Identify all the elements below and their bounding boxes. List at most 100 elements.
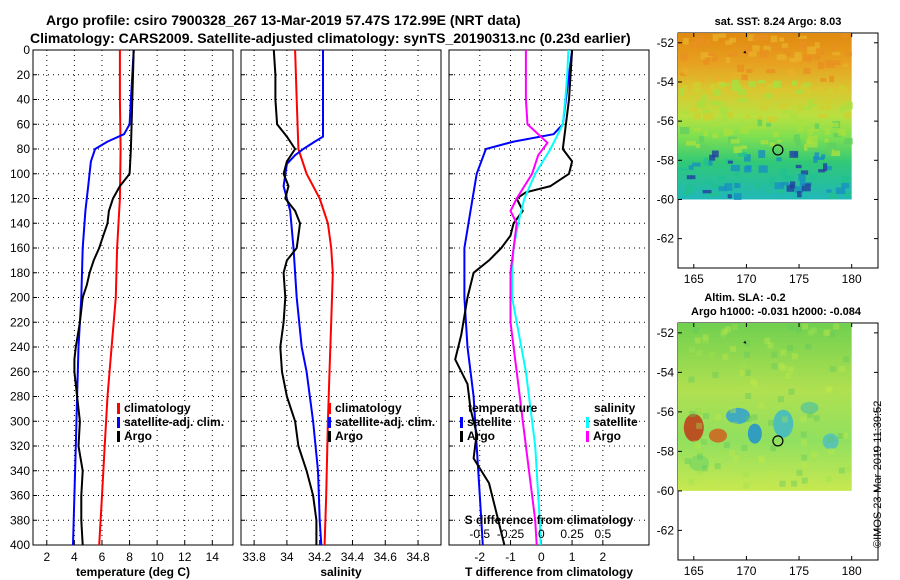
x-tick-label: 2 — [600, 550, 607, 564]
map-x-tick-label: 165 — [684, 272, 704, 286]
legend-label: satellite — [467, 415, 512, 429]
float-position-marker — [772, 144, 784, 156]
map-x-tick-label: 175 — [789, 564, 809, 578]
x-tick-label: 34.8 — [406, 550, 430, 564]
map-texture — [678, 33, 853, 201]
legend-temperature-heading: temperature — [468, 401, 538, 415]
panel-differences: -2 -1 0 1 2T difference from climatology temp… — [448, 49, 650, 579]
x-tick-label: 6 — [99, 550, 106, 564]
x-tick-label: 34.4 — [341, 550, 365, 564]
series-climatology — [98, 50, 122, 546]
map-x-tick-label: 170 — [736, 272, 756, 286]
x-tick-label: 34.6 — [374, 550, 398, 564]
map-y-tick-label: -62 — [657, 232, 675, 246]
panel-temperature: 2 4 6 8 10 12 14020406080100120140160180200220… — [10, 43, 234, 579]
legend-label: Argo — [124, 429, 152, 443]
top-x-tick-label: -0.25 — [497, 527, 525, 541]
top-x-tick-label: 0.5 — [595, 527, 612, 541]
legend-salinity-heading: salinity — [594, 401, 636, 415]
series-s-satellite — [511, 49, 570, 546]
panel-salinity: 33.8 34 34.2 34.4 34.6 34.8 salinity climatolog… — [240, 49, 442, 579]
map-y-tick-label: -56 — [657, 114, 675, 128]
legend-swatch — [586, 417, 589, 428]
legend-swatch — [117, 431, 120, 442]
map-y-tick-label: -60 — [657, 484, 675, 498]
legend-swatch — [328, 403, 331, 414]
legend-swatch — [117, 403, 120, 414]
y-tick-label: 400 — [10, 538, 30, 552]
map-y-tick-label: -56 — [657, 405, 675, 419]
y-tick-label: 280 — [10, 390, 30, 404]
sla-map-title-2: Argo h1000: -0.031 h2000: -0.084 — [691, 306, 862, 318]
legend-label: Argo — [593, 429, 621, 443]
north-marker — [743, 340, 747, 344]
series-argo — [272, 49, 318, 545]
copyright-text: ©IMOS 23-Mar-2019 11:39:52 — [872, 400, 884, 548]
top-x-tick-label: 0.25 — [560, 527, 584, 541]
series-s-argo — [509, 50, 549, 546]
y-tick-label: 100 — [10, 167, 30, 181]
y-tick-label: 140 — [10, 216, 30, 230]
x-axis-label: temperature (deg C) — [76, 565, 190, 579]
y-tick-label: 0 — [23, 43, 30, 57]
top-x-tick-label: -0.5 — [469, 527, 490, 541]
x-tick-label: 1 — [569, 550, 576, 564]
series-climatology — [294, 49, 334, 546]
x-tick-label: 8 — [126, 550, 133, 564]
map-y-tick-label: -52 — [657, 36, 675, 50]
y-tick-label: 60 — [17, 117, 31, 131]
y-tick-label: 360 — [10, 489, 30, 503]
y-tick-label: 240 — [10, 340, 30, 354]
x-tick-label: -2 — [474, 550, 485, 564]
series-satellite-adj.-clim. — [72, 49, 135, 546]
map-y-tick-label: -58 — [657, 153, 675, 167]
legend-label: satellite — [593, 415, 638, 429]
y-tick-label: 40 — [17, 93, 31, 107]
map-y-tick-label: -58 — [657, 444, 675, 458]
legend-swatch — [328, 417, 331, 428]
sla-map-title-1: Altim. SLA: -0.2 — [704, 292, 785, 304]
y-tick-label: 80 — [17, 142, 31, 156]
series-argo — [73, 49, 135, 546]
x-tick-label: 34 — [280, 550, 294, 564]
legend-swatch — [328, 431, 331, 442]
title-line-1: Argo profile: csiro 7900328_267 13-Mar-2… — [46, 12, 521, 28]
y-tick-label: 320 — [10, 439, 30, 453]
x-tick-label: -1 — [505, 550, 516, 564]
x-tick-label: 33.8 — [242, 550, 266, 564]
sst-map-title: sat. SST: 8.24 Argo: 8.03 — [715, 16, 842, 28]
map-texture — [679, 323, 852, 490]
y-tick-label: 260 — [10, 365, 30, 379]
y-tick-label: 300 — [10, 414, 30, 428]
legend-swatch — [460, 431, 463, 442]
y-tick-label: 380 — [10, 513, 30, 527]
legend-label: climatology — [124, 401, 191, 415]
map-y-tick-label: -54 — [657, 365, 675, 379]
y-tick-label: 220 — [10, 315, 30, 329]
legend-swatch — [460, 417, 463, 428]
map-y-tick-label: -60 — [657, 192, 675, 206]
series-satellite-adj.-clim. — [282, 50, 324, 546]
y-tick-label: 120 — [10, 192, 30, 206]
y-tick-label: 340 — [10, 464, 30, 478]
x-tick-label: 2 — [43, 550, 50, 564]
y-tick-label: 20 — [17, 68, 31, 82]
map-y-tick-label: -62 — [657, 523, 675, 537]
x-tick-label: 14 — [206, 550, 220, 564]
top-axis-label: S difference from climatology — [465, 513, 634, 527]
map-x-tick-label: 180 — [842, 564, 862, 578]
sst-map: 165 170 175 180 -52 -54 -56 -58 -60 -62 sat. SST: … — [657, 16, 879, 286]
map-x-tick-label: 165 — [684, 564, 704, 578]
legend-swatch — [586, 431, 589, 442]
legend-label: Argo — [335, 429, 363, 443]
legend-label: Argo — [467, 429, 495, 443]
x-tick-label: 10 — [150, 550, 164, 564]
x-axis-label: T difference from climatology — [465, 565, 633, 579]
x-tick-label: 34.2 — [308, 550, 332, 564]
float-position-marker — [772, 435, 784, 447]
top-x-tick-label: 0 — [538, 527, 545, 541]
x-axis-label: salinity — [320, 565, 362, 579]
y-tick-label: 160 — [10, 241, 30, 255]
map-y-tick-label: -54 — [657, 75, 675, 89]
map-x-tick-label: 170 — [736, 564, 756, 578]
